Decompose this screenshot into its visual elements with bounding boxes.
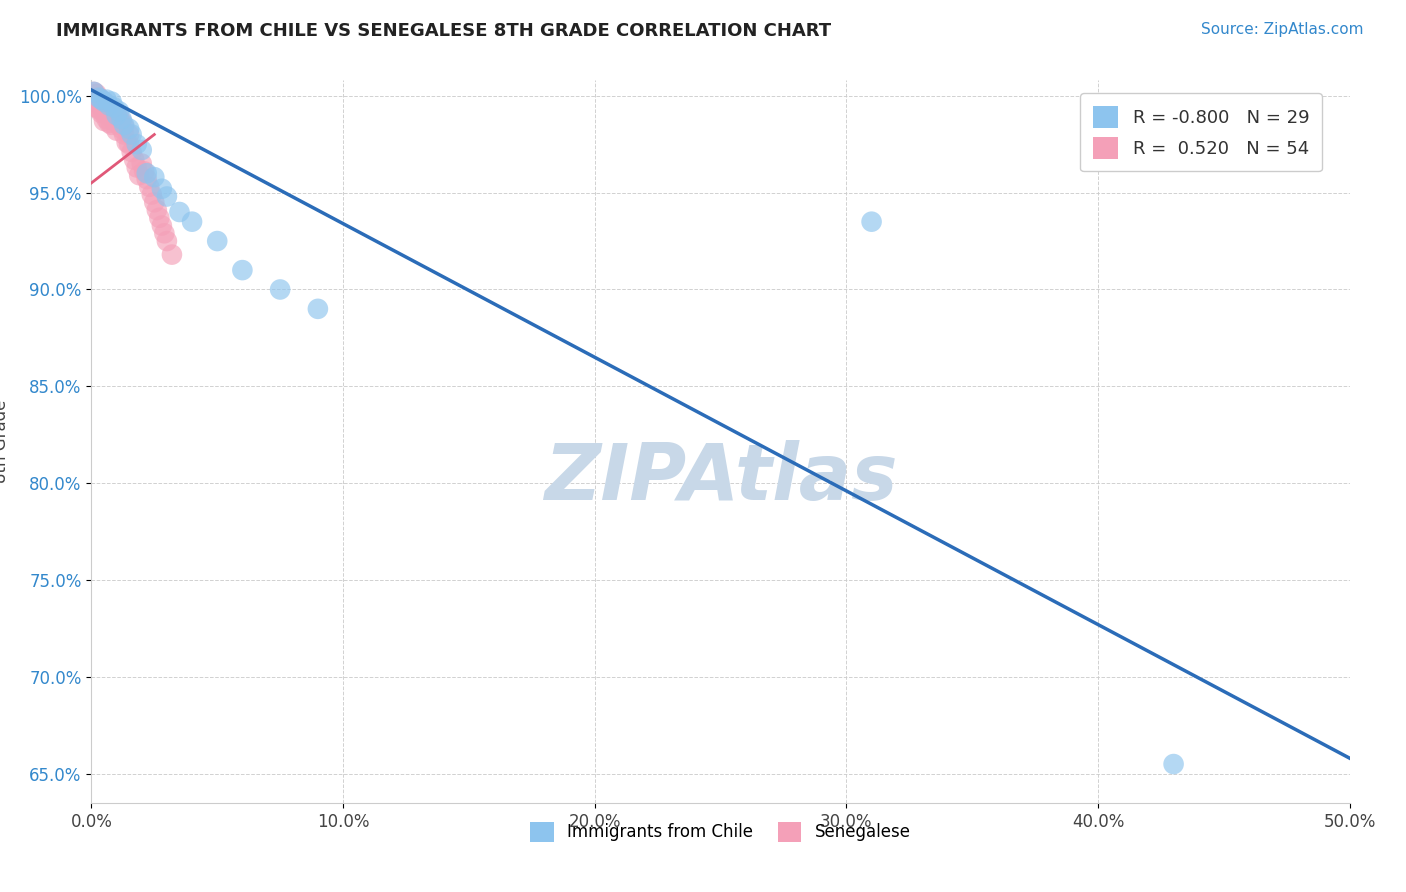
Point xyxy=(112,120,135,134)
Legend: Immigrants from Chile, Senegalese: Immigrants from Chile, Senegalese xyxy=(524,815,917,848)
Point xyxy=(169,205,191,219)
Point xyxy=(105,123,128,137)
Point xyxy=(90,106,112,120)
Point xyxy=(125,137,148,152)
Point xyxy=(131,156,153,170)
Point xyxy=(90,93,112,107)
Point xyxy=(83,93,105,107)
Point xyxy=(100,95,122,109)
Point xyxy=(98,98,121,112)
Point xyxy=(96,93,118,107)
Point xyxy=(98,103,121,117)
Point xyxy=(115,135,138,149)
Point xyxy=(100,118,122,132)
Point xyxy=(269,283,291,297)
Point xyxy=(108,112,131,126)
Point xyxy=(86,100,108,114)
Point xyxy=(98,108,121,122)
Point xyxy=(181,215,204,229)
Point xyxy=(110,121,132,136)
Point xyxy=(118,128,141,142)
Point xyxy=(96,104,118,119)
Point xyxy=(96,112,118,126)
Point xyxy=(307,301,329,316)
Point xyxy=(110,114,132,128)
Point xyxy=(108,118,131,132)
Point xyxy=(125,161,148,175)
Point xyxy=(87,96,110,111)
Point xyxy=(143,170,166,185)
Point xyxy=(105,108,128,122)
Point xyxy=(138,179,160,194)
Point xyxy=(131,143,153,157)
Point xyxy=(100,104,122,119)
Text: ZIPAtlas: ZIPAtlas xyxy=(544,440,897,516)
Point xyxy=(110,112,132,126)
Point xyxy=(103,114,125,128)
Point xyxy=(112,128,135,142)
Point xyxy=(103,106,125,120)
Point xyxy=(83,85,105,99)
Point xyxy=(90,100,112,114)
Point xyxy=(87,91,110,105)
Point xyxy=(231,263,253,277)
Point xyxy=(160,247,183,261)
Point xyxy=(108,104,131,119)
Point xyxy=(150,219,173,233)
Point xyxy=(105,116,128,130)
Point xyxy=(112,118,135,132)
Point xyxy=(143,195,166,210)
Point xyxy=(87,103,110,117)
Point xyxy=(118,137,141,152)
Point xyxy=(134,164,156,178)
Point xyxy=(122,153,145,167)
Point xyxy=(86,87,108,101)
Point xyxy=(141,187,163,202)
Point xyxy=(1137,137,1160,152)
Point xyxy=(121,145,143,159)
Point xyxy=(148,211,170,225)
Point xyxy=(83,85,105,99)
Point xyxy=(87,91,110,105)
Point xyxy=(93,95,115,109)
Text: Source: ZipAtlas.com: Source: ZipAtlas.com xyxy=(1201,22,1364,37)
Point xyxy=(98,116,121,130)
Point xyxy=(135,172,157,186)
Point xyxy=(118,121,141,136)
Point xyxy=(1163,757,1185,772)
Point xyxy=(860,215,883,229)
Point xyxy=(100,110,122,124)
Point xyxy=(103,100,125,114)
Point xyxy=(156,234,179,248)
Point xyxy=(96,98,118,112)
Point xyxy=(153,227,176,241)
Point xyxy=(93,95,115,109)
Point xyxy=(90,93,112,107)
Point xyxy=(135,166,157,180)
Point xyxy=(93,114,115,128)
Point xyxy=(93,106,115,120)
Point xyxy=(121,128,143,142)
Point xyxy=(93,100,115,114)
Point xyxy=(150,182,173,196)
Point xyxy=(156,189,179,203)
Point xyxy=(86,95,108,109)
Point xyxy=(146,202,169,217)
Point xyxy=(128,168,150,182)
Y-axis label: 8th Grade: 8th Grade xyxy=(0,400,10,483)
Point xyxy=(205,234,228,248)
Text: IMMIGRANTS FROM CHILE VS SENEGALESE 8TH GRADE CORRELATION CHART: IMMIGRANTS FROM CHILE VS SENEGALESE 8TH … xyxy=(56,22,831,40)
Point xyxy=(105,108,128,122)
